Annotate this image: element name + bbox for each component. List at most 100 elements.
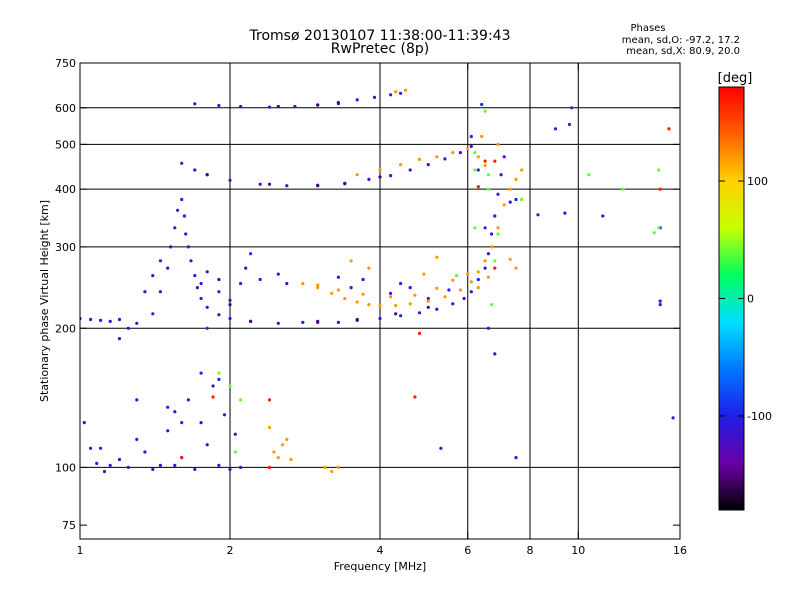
data-point	[361, 292, 365, 296]
data-point	[166, 429, 170, 433]
data-point	[336, 465, 340, 469]
data-point	[239, 398, 243, 402]
data-point	[99, 318, 103, 322]
data-point	[151, 467, 155, 471]
colorbar: [deg] 100 0 -100	[718, 71, 772, 511]
data-point	[378, 316, 382, 321]
data-point	[343, 182, 347, 186]
y-tick-label: 600	[55, 102, 76, 115]
y-tick-label: 75	[62, 519, 76, 532]
data-point	[667, 127, 671, 131]
data-point	[180, 197, 184, 202]
data-point	[657, 226, 661, 230]
data-point	[451, 151, 455, 155]
data-point	[158, 463, 162, 467]
data-point	[217, 103, 221, 108]
data-point	[361, 277, 365, 282]
data-point	[469, 280, 473, 284]
data-point	[435, 155, 439, 159]
data-point	[228, 303, 232, 307]
data-point	[117, 337, 122, 341]
data-point	[249, 252, 253, 256]
data-point	[473, 168, 477, 172]
data-point	[228, 316, 232, 321]
data-point	[447, 288, 451, 292]
data-point	[186, 398, 190, 402]
x-tick-label: 2	[227, 544, 234, 557]
y-tick-label: 500	[55, 138, 76, 151]
data-point	[323, 465, 327, 469]
data-point	[272, 450, 276, 454]
data-point	[228, 178, 232, 182]
data-point	[258, 182, 262, 186]
data-point	[476, 168, 480, 172]
data-point	[426, 163, 430, 167]
data-point	[267, 105, 272, 109]
data-point	[496, 142, 500, 146]
data-point	[349, 286, 353, 290]
data-point	[316, 286, 320, 290]
data-point	[486, 173, 490, 177]
data-point	[435, 286, 439, 290]
data-point	[173, 410, 177, 414]
data-point	[95, 461, 99, 465]
data-point	[367, 303, 371, 307]
data-point	[417, 331, 422, 335]
data-point	[173, 226, 177, 230]
data-point	[249, 319, 253, 323]
data-point	[389, 295, 393, 299]
data-point	[151, 312, 155, 316]
data-point	[89, 446, 93, 450]
data-point	[285, 184, 289, 188]
data-point	[493, 214, 497, 218]
data-point	[426, 299, 430, 303]
data-point	[189, 259, 193, 263]
data-point	[205, 326, 209, 330]
data-point	[199, 281, 203, 286]
data-point	[399, 91, 403, 95]
colorbar-label: [deg]	[718, 71, 753, 86]
data-point	[217, 371, 221, 375]
data-point	[233, 450, 237, 454]
data-point	[228, 298, 232, 302]
data-point	[389, 174, 393, 178]
x-axis-label: Frequency [MHz]	[334, 560, 426, 573]
data-point	[458, 288, 462, 292]
data-point	[490, 232, 494, 236]
data-point	[493, 159, 497, 163]
data-point	[180, 421, 184, 425]
data-point	[126, 326, 130, 330]
data-point	[176, 208, 180, 212]
data-point	[158, 290, 162, 294]
data-point	[473, 226, 477, 230]
data-point	[244, 266, 248, 270]
data-point	[483, 109, 487, 113]
data-point	[435, 307, 439, 311]
data-point	[217, 277, 221, 282]
x-tick-label: 4	[377, 544, 384, 557]
x-tick-label: 16	[673, 544, 687, 557]
data-point	[182, 214, 186, 218]
data-point	[199, 296, 203, 301]
data-point	[671, 416, 675, 420]
data-point	[276, 104, 280, 109]
data-point	[372, 95, 377, 99]
data-point	[267, 425, 272, 430]
colorbar-ticks: 100 0 -100	[719, 175, 772, 423]
data-point	[476, 185, 480, 189]
data-point	[435, 255, 439, 259]
data-point	[378, 168, 382, 172]
data-point	[508, 257, 512, 261]
data-point	[473, 151, 477, 155]
data-point	[658, 303, 662, 307]
data-point	[378, 175, 382, 179]
data-point	[394, 303, 398, 308]
data-point	[222, 413, 227, 417]
y-tick-label: 100	[55, 461, 76, 474]
data-point	[514, 197, 518, 202]
data-point	[233, 432, 237, 436]
data-point	[267, 398, 272, 402]
data-point	[239, 465, 243, 469]
scatter-points	[80, 88, 675, 474]
data-point	[483, 226, 487, 230]
